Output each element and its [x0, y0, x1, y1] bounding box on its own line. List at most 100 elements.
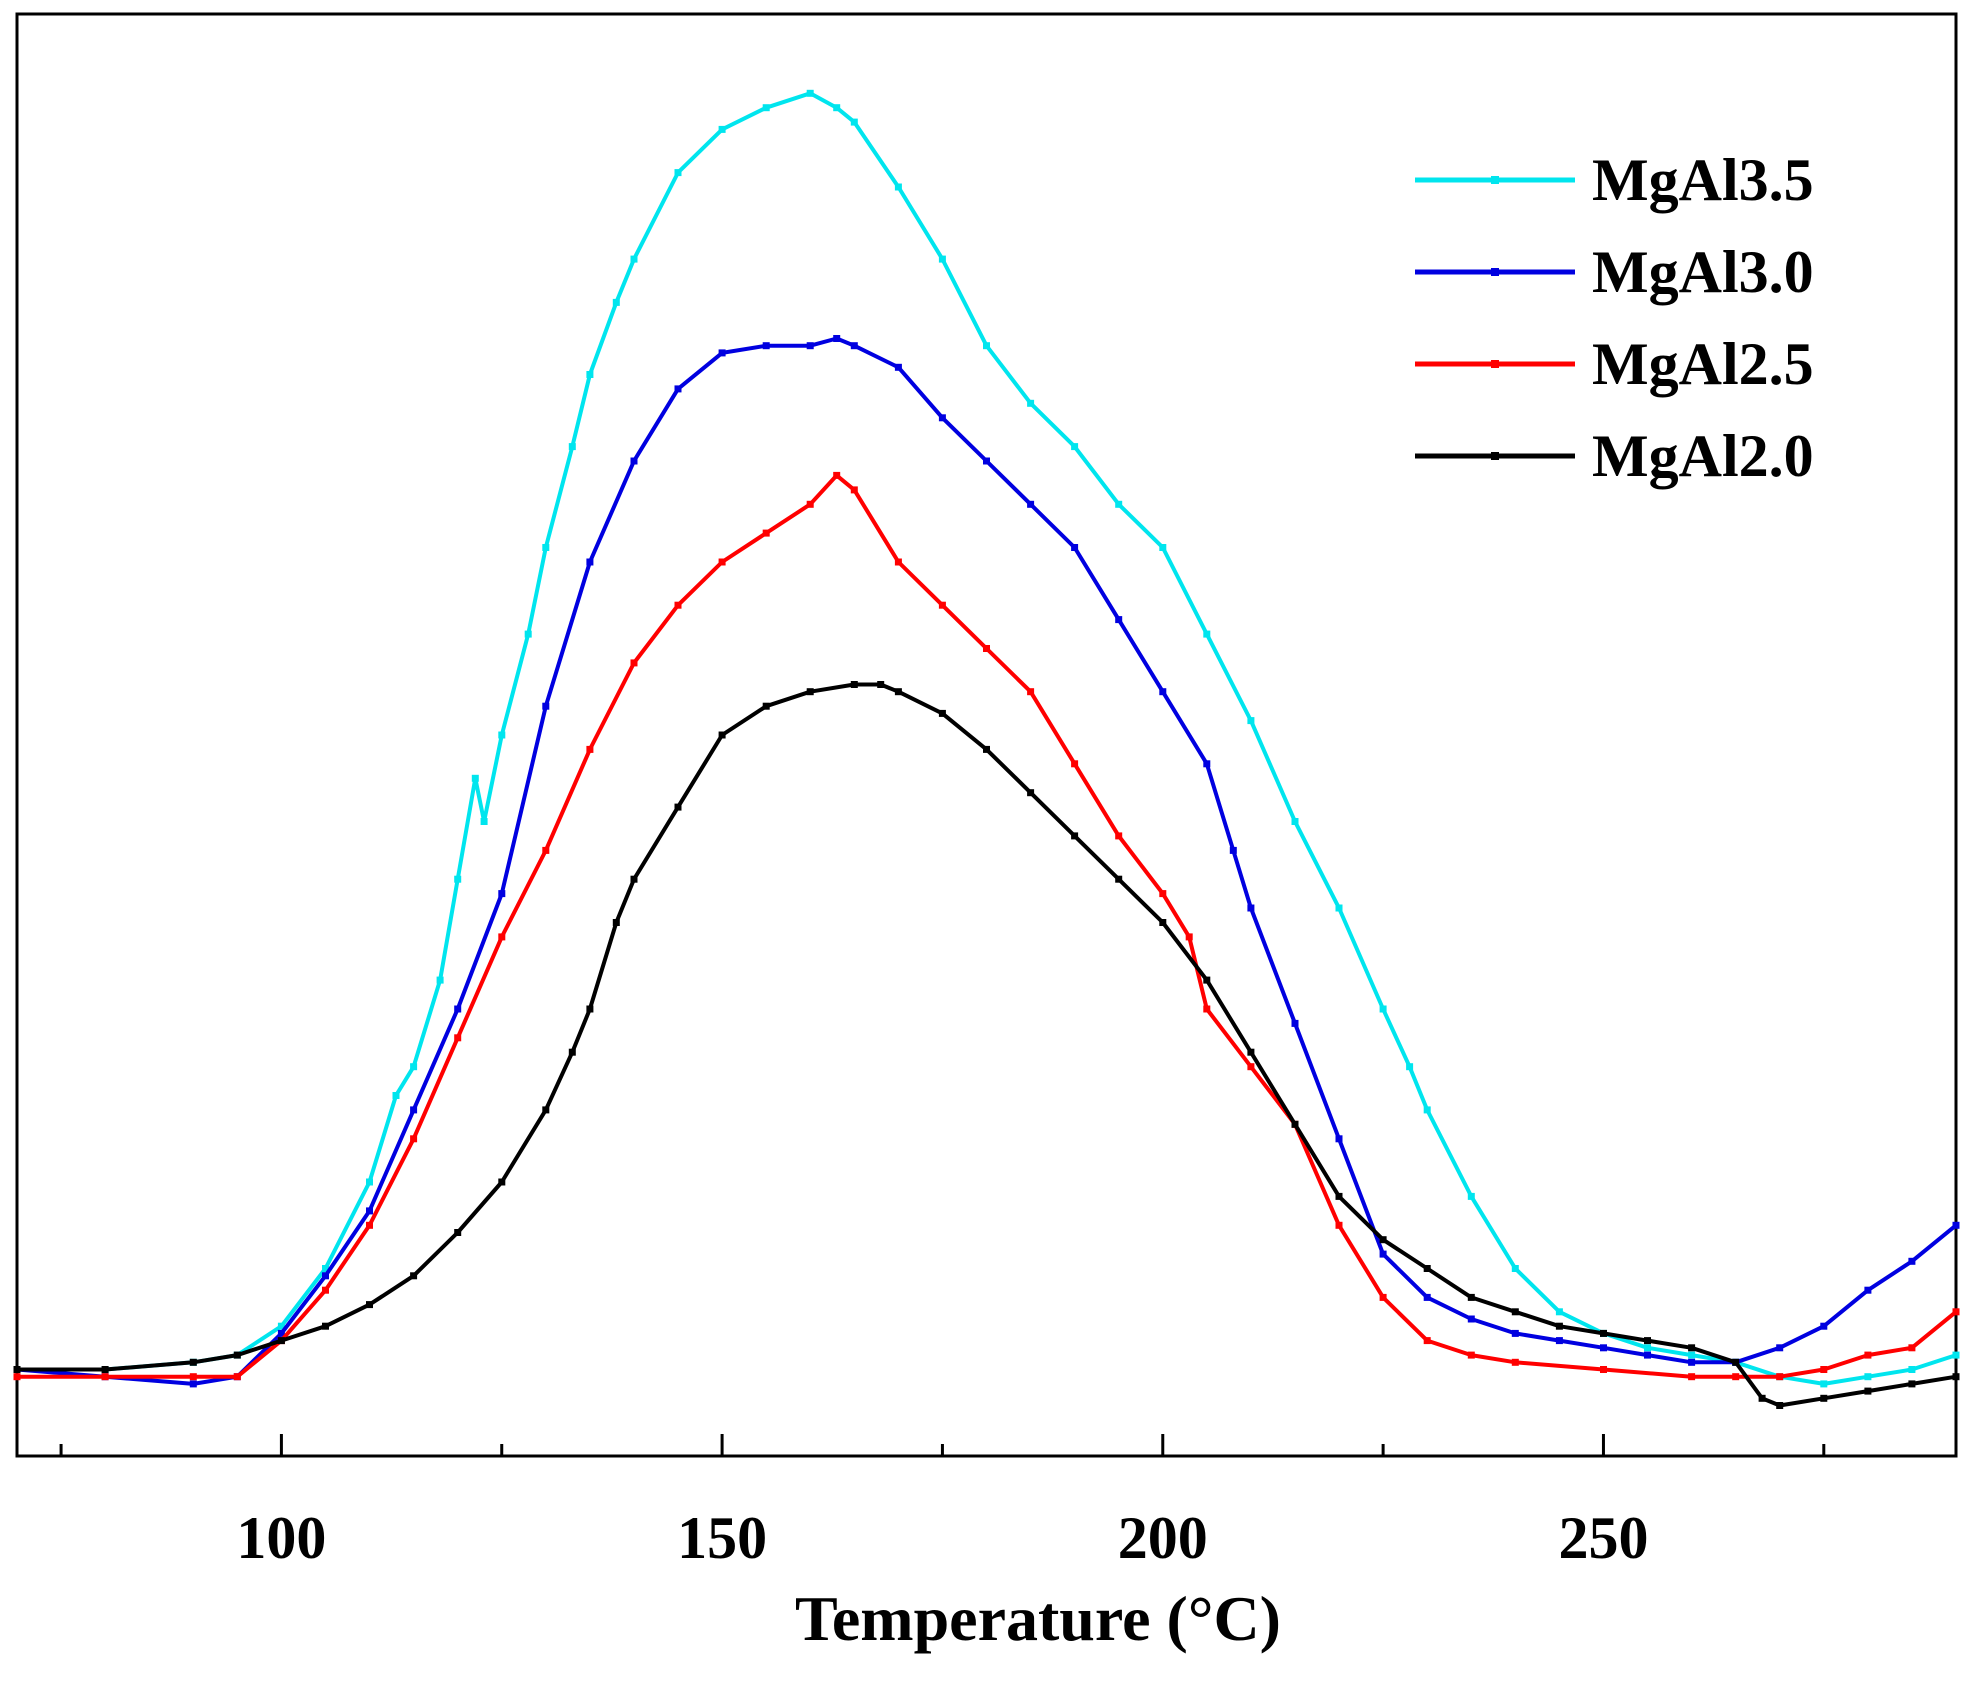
data-point [392, 1092, 400, 1099]
data-point [762, 342, 770, 350]
data-point [674, 169, 682, 177]
data-point [630, 255, 638, 263]
data-point [480, 818, 488, 825]
data-point [1291, 1019, 1299, 1027]
data-point [833, 104, 841, 112]
data-point [366, 1221, 373, 1229]
data-point [718, 731, 726, 739]
data-point [233, 1351, 241, 1359]
data-point [1644, 1351, 1651, 1359]
series-MgAl3.0 [13, 335, 1960, 1388]
data-point [1467, 1293, 1475, 1301]
data-point [1952, 1351, 1960, 1359]
data-point [542, 846, 550, 854]
data-point [1159, 919, 1167, 926]
data-point [674, 385, 682, 393]
data-point [1335, 1135, 1343, 1143]
data-point [1335, 904, 1343, 912]
data-point [1406, 1063, 1414, 1071]
data-point [1291, 1120, 1299, 1128]
data-point [1908, 1366, 1916, 1373]
data-point [762, 529, 770, 537]
data-point [1688, 1358, 1696, 1366]
data-point [894, 363, 902, 371]
data-point [1600, 1329, 1607, 1337]
data-point [233, 1373, 241, 1381]
data-point [1071, 443, 1079, 451]
x-tick-label: 150 [677, 1505, 767, 1571]
data-point [1467, 1315, 1475, 1323]
data-point [586, 558, 594, 566]
data-point [674, 803, 682, 811]
data-point [568, 1048, 576, 1056]
legend-label: MgAl2.5 [1592, 331, 1814, 397]
legend-marker [1491, 268, 1499, 276]
data-point [1203, 630, 1211, 638]
data-point [410, 1063, 418, 1071]
legend-item: MgAl3.5 [1415, 147, 1814, 213]
data-point [1423, 1293, 1431, 1301]
data-point [498, 890, 506, 898]
data-point [498, 731, 506, 739]
data-point [1688, 1351, 1696, 1359]
data-point [366, 1301, 373, 1309]
legend-label: MgAl2.0 [1592, 423, 1814, 489]
data-point [1423, 1106, 1431, 1114]
data-point [983, 745, 990, 753]
data-point [322, 1272, 329, 1280]
data-point [674, 601, 682, 609]
data-point [850, 118, 858, 126]
data-point [1115, 832, 1123, 840]
data-point [471, 774, 479, 782]
data-point [1247, 1063, 1255, 1071]
data-point [983, 457, 990, 465]
legend-item: MgAl2.0 [1415, 423, 1814, 489]
data-point [1820, 1366, 1828, 1373]
legend-label: MgAl3.0 [1592, 239, 1814, 305]
data-point [1027, 399, 1035, 407]
data-point [586, 745, 594, 753]
data-point [1379, 1293, 1387, 1301]
data-point [1732, 1373, 1740, 1381]
x-axis-title: Temperature (°C) [795, 1583, 1281, 1654]
data-point [1159, 544, 1167, 551]
x-axis-tick-labels: 100 150 200 250 [236, 1505, 1648, 1571]
series-line [15, 473, 1958, 1379]
data-point [630, 875, 638, 883]
series-MgAl2.5 [13, 471, 1960, 1381]
data-point [498, 933, 506, 941]
data-point [1952, 1221, 1960, 1229]
data-point [1600, 1366, 1607, 1373]
data-point [1908, 1344, 1916, 1352]
data-point [1247, 1048, 1255, 1056]
data-point [1027, 500, 1035, 508]
data-point [833, 471, 841, 479]
data-point [806, 688, 814, 696]
data-point [806, 342, 814, 350]
data-point [322, 1322, 329, 1330]
data-point [366, 1207, 373, 1215]
data-point [524, 630, 532, 638]
data-point [1467, 1192, 1475, 1200]
data-point [542, 544, 550, 551]
legend-marker [1491, 176, 1499, 184]
data-point [1115, 875, 1123, 883]
data-point [1379, 1005, 1387, 1013]
x-axis-ticks [59, 1434, 1826, 1456]
series-MgAl3.5 [13, 89, 1960, 1388]
data-point [983, 645, 990, 652]
data-point [718, 349, 726, 357]
legend-item: MgAl3.0 [1415, 239, 1814, 305]
data-point [1864, 1373, 1872, 1381]
data-point [1908, 1380, 1916, 1388]
data-point [1555, 1337, 1563, 1345]
data-point [1115, 616, 1123, 624]
data-point [1379, 1236, 1387, 1244]
data-point [498, 1178, 506, 1186]
data-point [1864, 1351, 1872, 1359]
data-point [1864, 1286, 1872, 1294]
data-point [189, 1380, 197, 1388]
data-point [1952, 1308, 1960, 1316]
data-point [718, 125, 726, 133]
